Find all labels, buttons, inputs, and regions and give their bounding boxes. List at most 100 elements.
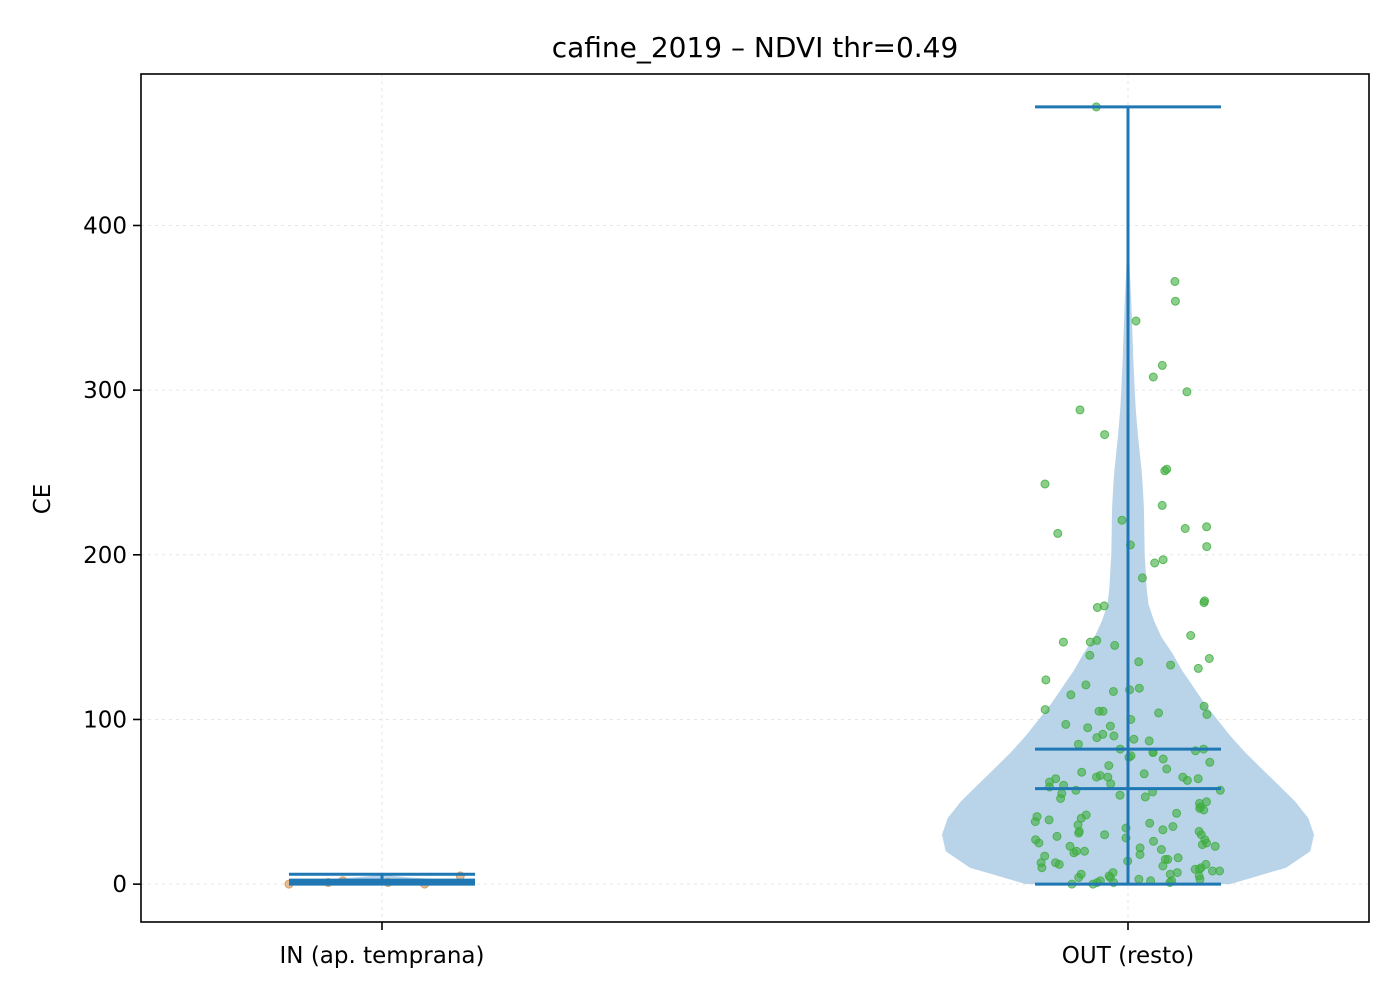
data-point <box>1085 650 1095 660</box>
data-point <box>1094 706 1104 716</box>
data-point <box>1041 675 1051 685</box>
data-point <box>1074 828 1084 838</box>
data-point <box>1199 701 1209 711</box>
data-point <box>1134 657 1144 667</box>
data-point <box>1182 775 1192 785</box>
y-tick-label: 200 <box>83 543 127 569</box>
x-tick-label: IN (ap. temprana) <box>280 943 485 969</box>
data-point <box>1061 719 1071 729</box>
data-point <box>1105 721 1115 731</box>
data-point <box>1197 840 1207 850</box>
data-point <box>1100 430 1110 440</box>
y-tick-label: 300 <box>83 378 127 404</box>
y-axis-label: CE <box>30 484 56 515</box>
chart-title: cafine_2019 – NDVI thr=0.49 <box>552 31 959 64</box>
data-point <box>1040 479 1050 489</box>
data-point <box>1145 818 1155 828</box>
data-point <box>1150 558 1160 568</box>
data-point <box>1208 866 1217 876</box>
data-point <box>1083 723 1093 733</box>
data-point <box>1066 690 1076 700</box>
data-point <box>1160 466 1170 476</box>
data-point <box>1058 637 1068 647</box>
data-point <box>1044 815 1054 825</box>
data-point <box>1137 573 1147 583</box>
data-point <box>1158 555 1168 565</box>
data-point <box>1170 296 1180 306</box>
data-point <box>1157 500 1167 510</box>
data-point <box>1148 372 1158 382</box>
data-point <box>1040 705 1050 715</box>
data-point <box>1110 640 1120 650</box>
x-tick-label: OUT (resto) <box>1062 943 1194 969</box>
data-point <box>1108 687 1118 696</box>
data-point <box>1069 848 1079 858</box>
data-point <box>1134 683 1144 693</box>
data-point <box>1134 874 1144 884</box>
plot-frame <box>140 73 1370 923</box>
data-point <box>1166 660 1176 670</box>
data-point <box>1170 277 1180 286</box>
data-point <box>1077 767 1087 777</box>
stats-layer <box>289 105 1221 886</box>
points-layer <box>284 102 1225 889</box>
data-point <box>1115 790 1125 800</box>
data-point <box>1053 528 1063 538</box>
data-point <box>1190 864 1200 874</box>
data-point <box>1186 631 1196 640</box>
data-point <box>1154 708 1164 718</box>
y-tick-label: 100 <box>83 707 127 733</box>
data-point <box>1037 863 1047 873</box>
data-point <box>1182 387 1192 397</box>
data-point <box>1129 734 1139 744</box>
data-point <box>1158 861 1168 871</box>
data-point <box>1135 850 1145 859</box>
data-point <box>1199 805 1209 815</box>
data-point <box>1073 739 1083 749</box>
y-tick-label: 400 <box>83 213 127 239</box>
data-point <box>1131 316 1141 326</box>
data-point <box>1106 779 1116 789</box>
ticks-layer: 0 100 200 300 400 IN (ap. temprana) OUT (resto… <box>83 213 1194 969</box>
data-point <box>1100 830 1110 840</box>
data-point <box>1168 822 1178 831</box>
data-point <box>1158 825 1168 835</box>
y-tick-label: 0 <box>112 872 127 898</box>
data-point <box>1202 710 1212 719</box>
data-point <box>1034 838 1044 848</box>
data-point <box>1092 733 1102 743</box>
data-point <box>1144 736 1154 746</box>
data-point <box>1204 654 1214 663</box>
data-point <box>1158 754 1168 764</box>
data-point <box>1052 831 1062 841</box>
data-point <box>1180 524 1190 533</box>
data-point <box>1054 859 1064 869</box>
data-point <box>1157 360 1167 370</box>
data-point <box>1104 761 1114 771</box>
data-point <box>1202 522 1212 532</box>
data-point <box>1202 542 1212 552</box>
data-point <box>1065 841 1075 851</box>
data-point <box>1195 874 1205 884</box>
data-point <box>1139 769 1149 779</box>
data-point <box>1173 853 1183 863</box>
data-point <box>1162 764 1172 774</box>
data-point <box>1030 817 1040 827</box>
data-point <box>1109 731 1119 741</box>
data-point <box>1081 680 1091 690</box>
data-point <box>1193 774 1203 784</box>
data-point <box>1163 854 1173 864</box>
data-point <box>1205 757 1215 767</box>
data-point <box>1075 405 1085 415</box>
data-point <box>1074 873 1084 882</box>
data-point <box>1092 772 1101 782</box>
data-point <box>1080 846 1089 856</box>
data-point <box>1193 663 1203 673</box>
data-point <box>1117 515 1127 525</box>
data-point <box>1140 792 1150 802</box>
data-point <box>1172 808 1182 818</box>
data-point <box>1199 598 1209 608</box>
data-point <box>1092 603 1102 612</box>
data-point <box>1156 845 1166 854</box>
